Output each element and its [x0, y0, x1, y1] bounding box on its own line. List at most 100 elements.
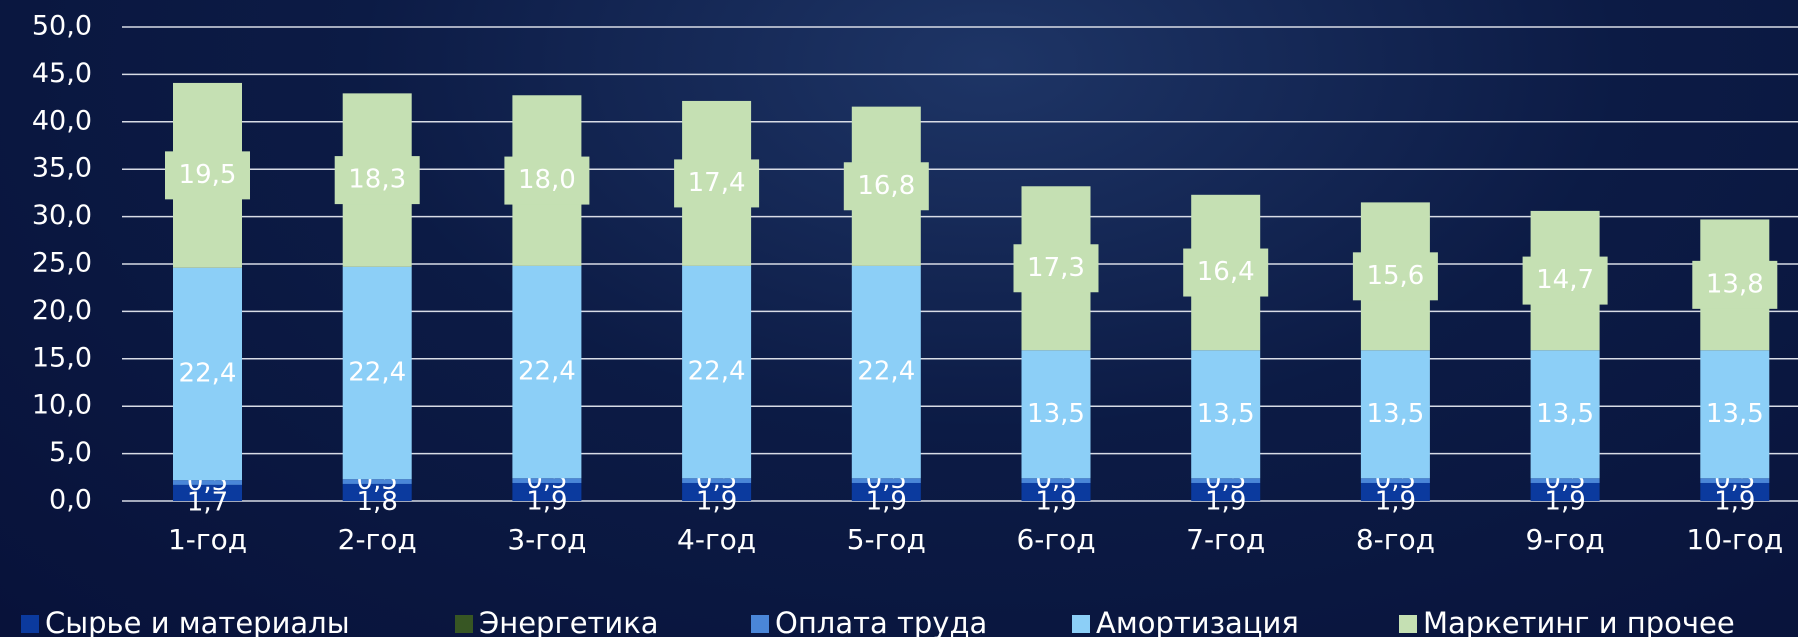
- data-label: 1,8: [357, 487, 398, 517]
- bar-segment: [682, 478, 752, 483]
- x-tick-label: 2-год: [338, 523, 417, 556]
- x-tick-label: 10-год: [1686, 523, 1783, 556]
- data-label: 19,5: [179, 160, 237, 190]
- x-tick-label: 7-год: [1186, 523, 1265, 556]
- bar-segment: [1021, 482, 1091, 501]
- y-tick-label: 5,0: [49, 437, 92, 468]
- data-label: 1,9: [1205, 486, 1246, 516]
- data-label: 22,4: [857, 357, 915, 387]
- label-box: [165, 151, 250, 200]
- legend-swatch: [455, 615, 473, 633]
- bar-segment: [1191, 350, 1261, 479]
- data-label: 1,9: [526, 486, 567, 516]
- y-tick-label: 30,0: [32, 200, 92, 231]
- data-label: 1,9: [1544, 486, 1585, 516]
- legend-swatch: [751, 615, 769, 633]
- y-tick-label: 50,0: [32, 11, 92, 42]
- y-tick-label: 35,0: [32, 153, 92, 184]
- data-label: 22,4: [518, 357, 576, 387]
- legend-swatch: [1399, 615, 1417, 633]
- data-label: 1,9: [1375, 486, 1416, 516]
- legend-label: Сырье и материалы: [45, 606, 350, 637]
- y-tick-label: 0,0: [49, 485, 92, 516]
- y-tick-label: 15,0: [32, 342, 92, 373]
- data-label: 22,4: [688, 357, 746, 387]
- x-tick-label: 1-год: [168, 523, 247, 556]
- bar-segment: [1021, 350, 1091, 479]
- bar-segment: [512, 478, 582, 483]
- data-label: 17,4: [688, 168, 746, 198]
- data-label: 1,9: [1035, 486, 1076, 516]
- bar-segment: [1021, 478, 1091, 483]
- legend-swatch: [21, 615, 39, 633]
- label-box: [1013, 244, 1099, 293]
- bar-segment: [173, 480, 242, 485]
- bar-segment: [512, 265, 582, 479]
- data-label: 18,3: [348, 165, 406, 195]
- x-tick-label: 4-год: [677, 523, 756, 556]
- y-tick-label: 45,0: [32, 58, 92, 89]
- x-tick-label: 3-год: [507, 523, 586, 556]
- data-label: 16,4: [1197, 257, 1255, 287]
- bar-segment: [1700, 482, 1770, 501]
- x-tick-label: 9-год: [1526, 523, 1605, 556]
- legend-swatch: [1072, 615, 1090, 633]
- bar-segment: [1530, 478, 1600, 483]
- bar-segment: [851, 265, 921, 479]
- bar-segment: [342, 266, 412, 480]
- bar-segment: [1700, 350, 1770, 479]
- legend-label: Энергетика: [479, 606, 659, 637]
- data-label: 1,9: [866, 486, 907, 516]
- bar-segment: [1700, 478, 1770, 483]
- bar-segment: [851, 478, 921, 483]
- data-label: 1,9: [696, 486, 737, 516]
- legend-label: Оплата труда: [775, 606, 987, 637]
- bar-segment: [342, 479, 412, 484]
- label-box: [1692, 260, 1778, 309]
- data-label: 13,5: [1027, 399, 1085, 429]
- y-tick-label: 20,0: [32, 295, 92, 326]
- bar-segment: [682, 265, 752, 479]
- y-tick-label: 25,0: [32, 248, 92, 279]
- data-label: 13,5: [1366, 399, 1424, 429]
- bar-segment: [342, 483, 412, 501]
- bar-segment: [1191, 482, 1261, 501]
- bar-segment: [1360, 350, 1430, 479]
- x-tick-label: 8-год: [1356, 523, 1435, 556]
- y-tick-label: 10,0: [32, 390, 92, 421]
- data-label: 22,4: [179, 358, 237, 388]
- bar-segment: [1360, 478, 1430, 483]
- data-label: 13,5: [1197, 399, 1255, 429]
- data-label: 13,5: [1536, 399, 1594, 429]
- data-label: 18,0: [518, 165, 576, 195]
- bar-segment: [173, 484, 242, 501]
- label-box: [674, 159, 760, 208]
- data-label: 16,8: [857, 171, 915, 201]
- legend-label: Маркетинг и прочее: [1423, 606, 1735, 637]
- data-label: 13,8: [1706, 269, 1764, 299]
- legend-label: Амортизация: [1096, 606, 1299, 637]
- bar-segment: [173, 267, 242, 481]
- data-label: 15,6: [1366, 261, 1424, 291]
- data-label: 22,4: [348, 358, 406, 388]
- x-tick-label: 6-год: [1016, 523, 1095, 556]
- label-box: [1183, 248, 1269, 297]
- data-label: 1,7: [187, 487, 228, 517]
- data-label: 1,9: [1714, 486, 1755, 516]
- bar-segment: [1191, 478, 1261, 483]
- bar-segment: [1360, 482, 1430, 501]
- y-tick-label: 40,0: [32, 105, 92, 136]
- label-box: [843, 162, 929, 211]
- label-box: [334, 156, 420, 205]
- bar-segment: [512, 482, 582, 501]
- data-label: 14,7: [1536, 265, 1594, 295]
- x-tick-label: 5-год: [847, 523, 926, 556]
- bar-segment: [1530, 350, 1600, 479]
- bar-segment: [682, 482, 752, 501]
- label-box: [504, 156, 590, 205]
- data-label: 17,3: [1027, 253, 1085, 283]
- label-box: [1522, 256, 1608, 305]
- label-box: [1352, 252, 1438, 301]
- bar-segment: [851, 482, 921, 501]
